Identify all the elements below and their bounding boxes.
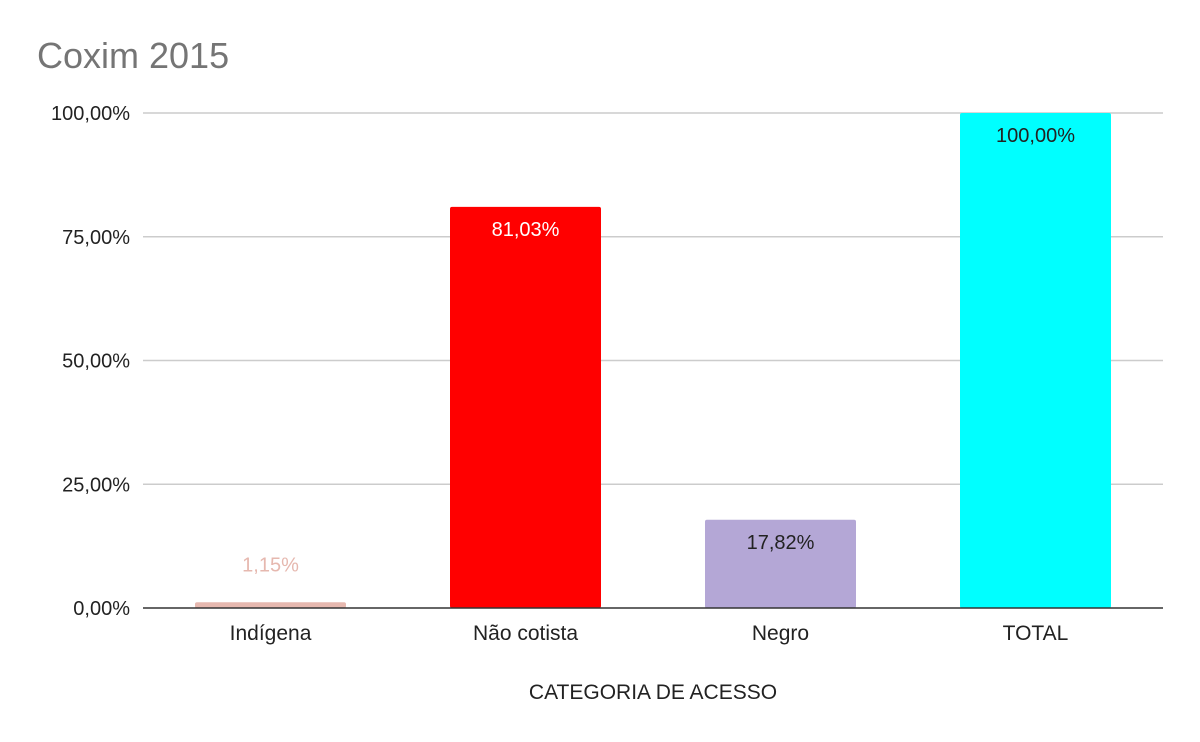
x-category-label: Não cotista (473, 622, 578, 645)
chart-title: Coxim 2015 (37, 35, 229, 76)
y-tick-label: 75,00% (62, 227, 130, 249)
bar (450, 206, 601, 609)
y-tick-label: 25,00% (62, 474, 130, 496)
data-labels: 1,15% 81,03% 17,82% 100,00% (242, 125, 1075, 576)
data-label: 17,82% (747, 532, 815, 554)
y-tick-label: 0,00% (73, 598, 130, 620)
x-category-label: TOTAL (1003, 622, 1069, 645)
bars (195, 113, 1111, 609)
data-label: 100,00% (996, 125, 1075, 147)
x-category-label: Negro (752, 622, 809, 645)
data-label: 1,15% (242, 554, 299, 576)
bar (960, 113, 1111, 608)
x-axis-categories: Indígena Não cotista Negro TOTAL (230, 622, 1069, 645)
bar (195, 602, 346, 608)
y-tick-label: 100,00% (51, 103, 130, 125)
x-category-label: Indígena (230, 622, 312, 645)
bar (705, 519, 856, 608)
y-tick-label: 50,00% (62, 351, 130, 373)
x-axis-title: CATEGORIA DE ACESSO (529, 681, 777, 704)
y-axis-ticks: 0,00% 25,00% 50,00% 75,00% 100,00% (51, 103, 130, 620)
data-label: 81,03% (492, 219, 560, 241)
